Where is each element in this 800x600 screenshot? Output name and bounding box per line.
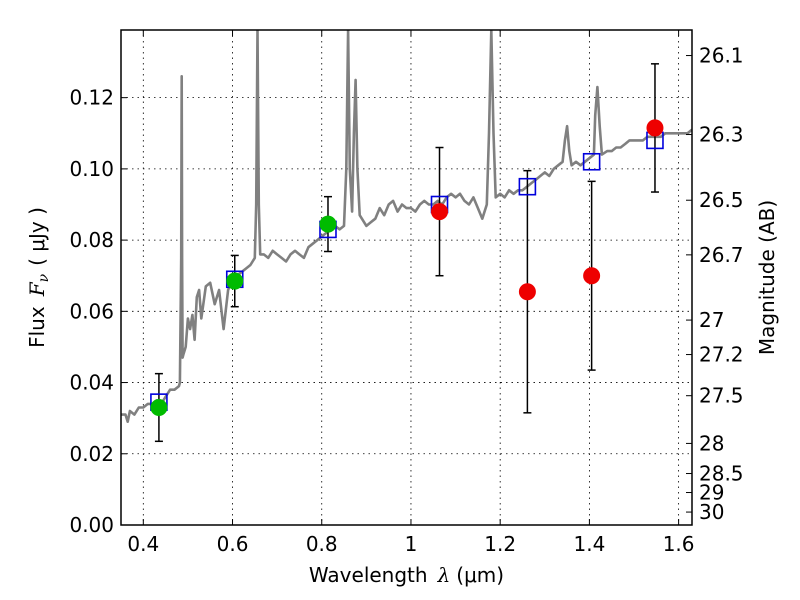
y2-tick-label: 30 xyxy=(699,500,724,524)
observed-photometry-series xyxy=(150,119,664,416)
low-significance-point xyxy=(518,283,536,301)
x-axis-label: Wavelength λ (μm) xyxy=(309,563,504,587)
y-tick-label: 0.04 xyxy=(69,371,114,395)
error-bars xyxy=(154,63,659,443)
y2-tick-label: 27 xyxy=(699,308,724,332)
y-tick-label: 0.06 xyxy=(69,299,114,323)
x-axis-label-text: Wavelength λ (μm) xyxy=(309,563,504,587)
y2-tick-label: 26.1 xyxy=(699,44,744,68)
x-tick-label: 0.8 xyxy=(306,532,338,556)
x-tick-label: 1.4 xyxy=(573,532,605,556)
x-tick-label: 0.4 xyxy=(127,532,159,556)
y-tick-label: 0.12 xyxy=(69,86,114,110)
y2-tick-label: 28 xyxy=(699,431,724,455)
y2-tick-label: 28.5 xyxy=(699,462,744,486)
low-significance-point xyxy=(646,119,664,137)
x-tick-label: 1.2 xyxy=(484,532,516,556)
y2-axis-label-text: Magnitude (AB) xyxy=(755,200,779,355)
detection-point xyxy=(226,272,244,290)
y-axis-label: FluxFν( μJy ) xyxy=(25,207,52,348)
detection-point xyxy=(150,398,168,416)
x-tick-label: 1.6 xyxy=(663,532,695,556)
model-flux-square xyxy=(582,152,601,171)
spectrum-series xyxy=(121,30,692,423)
y-tick-label: 0.08 xyxy=(69,228,114,252)
low-significance-point xyxy=(431,203,449,221)
y-tick-label: 0.10 xyxy=(69,157,114,181)
model-flux-square xyxy=(518,177,537,196)
y2-tick-label: 29 xyxy=(699,481,724,505)
low-significance-point xyxy=(583,267,601,285)
y2-tick-label: 26.7 xyxy=(699,243,744,267)
y-tick-label: 0.00 xyxy=(69,513,114,537)
detection-point xyxy=(319,215,337,233)
grid-lines xyxy=(121,30,692,526)
x-tick-label: 1 xyxy=(405,532,418,556)
plot-frame xyxy=(120,29,693,526)
spectrum-line xyxy=(121,30,692,423)
y-tick-label: 0.02 xyxy=(69,442,114,466)
x-tick-label: 0.6 xyxy=(217,532,249,556)
y2-axis-label: Magnitude (AB) xyxy=(755,200,779,355)
y2-tick-label: 26.3 xyxy=(699,123,744,147)
axis-ticks: 0.4 0.6 0.8 1 1.2 1.4 1.6 0.00 0.02 0.04 0.06 0.08 0… xyxy=(69,30,744,556)
y-axis-label-text: FluxFν( μJy ) xyxy=(25,207,52,348)
y2-tick-label: 26.5 xyxy=(699,188,744,212)
y2-tick-label: 27.2 xyxy=(699,343,744,367)
y2-tick-label: 27.5 xyxy=(699,384,744,408)
